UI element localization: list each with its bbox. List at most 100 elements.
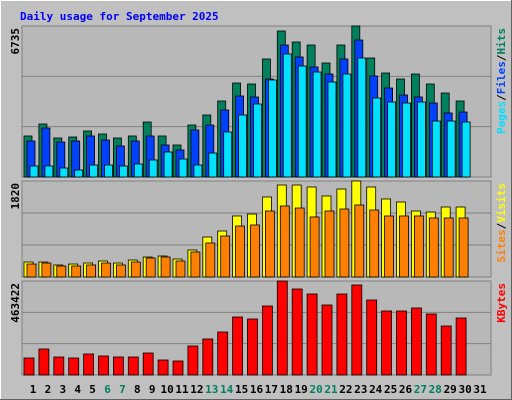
bar	[372, 97, 382, 178]
bar	[297, 65, 307, 178]
bar	[416, 101, 426, 178]
bar	[148, 159, 158, 178]
x-tick-label: 13	[205, 383, 218, 396]
x-tick-label: 10	[160, 383, 173, 396]
bar	[253, 103, 262, 178]
bar	[38, 348, 50, 376]
bar	[98, 355, 109, 376]
x-tick-label: 19	[295, 383, 308, 396]
bar	[357, 57, 367, 178]
legend: KBytes	[495, 283, 508, 323]
legend: Sites/Visits	[495, 183, 508, 263]
legend-separator: /	[495, 94, 508, 101]
bar	[119, 165, 128, 178]
x-tick-label: 26	[399, 383, 413, 396]
x-tick-label: 2	[45, 383, 52, 396]
x-tick-label: 6	[104, 383, 111, 396]
bar	[461, 121, 471, 178]
bar	[193, 164, 203, 178]
bar	[133, 163, 143, 178]
bar	[312, 71, 322, 178]
bar	[53, 356, 65, 376]
bar	[321, 304, 333, 376]
bar	[440, 325, 452, 376]
bar	[458, 217, 469, 278]
bar	[324, 210, 335, 278]
bar	[264, 210, 275, 278]
chart-title: Daily usage for September 2025	[20, 10, 219, 23]
x-tick-label: 9	[149, 383, 156, 396]
bar	[306, 293, 318, 376]
bar	[175, 260, 186, 278]
bar	[145, 257, 156, 278]
x-tick-label: 3	[59, 383, 66, 396]
bar	[428, 217, 439, 278]
bar	[89, 164, 98, 178]
x-tick-label: 23	[354, 383, 367, 396]
x-tick-label: 29	[444, 383, 457, 396]
bar	[160, 256, 171, 278]
legend-separator: /	[495, 54, 508, 61]
legend-entry: Pages	[495, 101, 508, 134]
bar	[384, 215, 395, 278]
x-tick-label: 30	[458, 383, 471, 396]
x-tick-label: 21	[324, 383, 338, 396]
bar	[402, 102, 411, 178]
bar	[455, 317, 467, 376]
x-tick-label: 27	[414, 383, 427, 396]
bar	[399, 215, 409, 278]
x-tick-label: 12	[190, 383, 203, 396]
bar	[29, 165, 39, 178]
bar	[369, 209, 380, 278]
y-tick-label: 6735	[9, 28, 22, 55]
bar	[187, 345, 199, 376]
legend-entry: Sites	[495, 229, 508, 262]
x-tick-label: 5	[89, 383, 96, 396]
bar	[130, 261, 141, 278]
x-tick-label: 16	[250, 383, 264, 396]
bar	[336, 293, 348, 376]
x-tick-label: 25	[384, 383, 397, 396]
bar	[83, 353, 94, 376]
bar	[74, 169, 84, 178]
bar	[381, 310, 393, 376]
legend-entry: KBytes	[495, 283, 508, 323]
bar	[387, 101, 397, 178]
bar	[86, 264, 96, 278]
bar	[282, 53, 292, 178]
bar	[291, 288, 303, 376]
bar	[342, 73, 352, 178]
bar	[172, 360, 184, 376]
bar	[59, 167, 69, 178]
x-tick-label: 31	[473, 383, 487, 396]
bar	[279, 205, 290, 278]
x-tick-label: 28	[429, 383, 442, 396]
x-tick-label: 24	[369, 383, 383, 396]
bar	[309, 216, 320, 278]
bar	[294, 207, 305, 278]
bar	[41, 262, 52, 278]
x-tick-label: 18	[280, 383, 293, 396]
bar	[71, 265, 82, 278]
bar	[56, 265, 67, 278]
x-tick-label: 20	[309, 383, 322, 396]
bar	[23, 357, 35, 376]
legend-entry: Hits	[495, 28, 508, 55]
y-tick-label: 463422	[9, 283, 22, 323]
bar	[276, 280, 288, 376]
legend-entry: Visits	[495, 183, 508, 223]
bar	[339, 208, 350, 278]
bar	[250, 224, 260, 278]
bar	[235, 225, 246, 278]
x-tick-label: 15	[235, 383, 248, 396]
bar	[232, 316, 244, 376]
bar	[396, 310, 407, 376]
x-tick-label: 17	[265, 383, 278, 396]
bar	[354, 204, 365, 278]
x-tick-label: 14	[220, 383, 234, 396]
bar	[26, 263, 37, 278]
bar	[205, 242, 216, 278]
y-tick-label: 1820	[9, 183, 22, 210]
bar	[425, 313, 437, 376]
bar	[217, 331, 229, 376]
